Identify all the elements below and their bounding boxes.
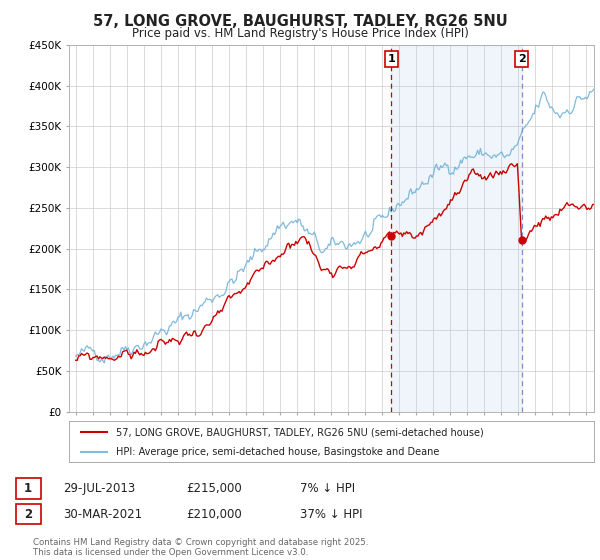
Bar — [391, 45, 522, 412]
Text: 1: 1 — [388, 54, 395, 64]
Text: Price paid vs. HM Land Registry's House Price Index (HPI): Price paid vs. HM Land Registry's House … — [131, 27, 469, 40]
Text: Contains HM Land Registry data © Crown copyright and database right 2025.
This d: Contains HM Land Registry data © Crown c… — [33, 538, 368, 557]
Text: 37% ↓ HPI: 37% ↓ HPI — [300, 507, 362, 521]
Text: HPI: Average price, semi-detached house, Basingstoke and Deane: HPI: Average price, semi-detached house,… — [116, 447, 440, 457]
Text: 57, LONG GROVE, BAUGHURST, TADLEY, RG26 5NU: 57, LONG GROVE, BAUGHURST, TADLEY, RG26 … — [92, 14, 508, 29]
Text: 57, LONG GROVE, BAUGHURST, TADLEY, RG26 5NU (semi-detached house): 57, LONG GROVE, BAUGHURST, TADLEY, RG26 … — [116, 427, 484, 437]
Text: £210,000: £210,000 — [186, 507, 242, 521]
Text: 1: 1 — [24, 482, 32, 495]
Text: 2: 2 — [24, 507, 32, 521]
Text: £215,000: £215,000 — [186, 482, 242, 495]
Text: 7% ↓ HPI: 7% ↓ HPI — [300, 482, 355, 495]
Text: 29-JUL-2013: 29-JUL-2013 — [63, 482, 135, 495]
Text: 2: 2 — [518, 54, 526, 64]
Text: 30-MAR-2021: 30-MAR-2021 — [63, 507, 142, 521]
